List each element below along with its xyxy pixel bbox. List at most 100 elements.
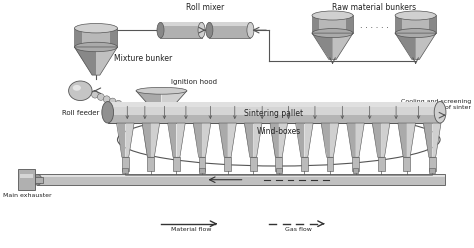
Text: Material flow: Material flow: [171, 227, 211, 232]
Text: Sintering pallet: Sintering pallet: [244, 109, 303, 118]
Polygon shape: [381, 123, 390, 157]
Polygon shape: [304, 123, 313, 157]
Polygon shape: [245, 123, 253, 157]
Bar: [122, 157, 129, 171]
Bar: [20, 174, 34, 178]
Circle shape: [91, 91, 99, 98]
Bar: [108, 102, 440, 107]
Circle shape: [121, 103, 128, 110]
Ellipse shape: [33, 174, 42, 185]
Polygon shape: [321, 123, 330, 157]
Bar: [37, 175, 445, 177]
Polygon shape: [398, 123, 407, 157]
Bar: [250, 157, 256, 171]
Bar: [161, 22, 201, 26]
Bar: [275, 157, 282, 171]
Text: Cooling and screening
of sinter: Cooling and screening of sinter: [401, 99, 471, 110]
Bar: [110, 28, 118, 47]
Ellipse shape: [395, 29, 436, 38]
Bar: [276, 168, 282, 173]
Ellipse shape: [206, 22, 213, 38]
Polygon shape: [162, 91, 187, 108]
Bar: [199, 168, 205, 173]
Bar: [312, 15, 319, 33]
Polygon shape: [142, 123, 151, 157]
Ellipse shape: [198, 22, 205, 38]
Polygon shape: [395, 33, 416, 60]
Bar: [429, 157, 436, 171]
Polygon shape: [432, 123, 441, 157]
Bar: [378, 157, 384, 171]
Bar: [346, 15, 353, 33]
Bar: [74, 28, 118, 47]
Ellipse shape: [74, 42, 118, 52]
Ellipse shape: [136, 87, 187, 94]
Polygon shape: [416, 33, 436, 60]
Polygon shape: [372, 123, 381, 157]
Ellipse shape: [434, 101, 446, 123]
Ellipse shape: [247, 22, 254, 38]
Circle shape: [109, 98, 116, 105]
Polygon shape: [168, 123, 176, 157]
Ellipse shape: [312, 29, 353, 38]
Bar: [224, 157, 231, 171]
Circle shape: [103, 96, 110, 103]
Polygon shape: [253, 123, 262, 157]
Bar: [429, 15, 436, 33]
Bar: [353, 168, 358, 173]
Polygon shape: [333, 33, 353, 60]
Polygon shape: [151, 123, 160, 157]
Bar: [18, 169, 36, 190]
Polygon shape: [96, 47, 118, 75]
Text: Gas flow: Gas flow: [285, 227, 312, 232]
Polygon shape: [202, 123, 211, 157]
Polygon shape: [176, 123, 185, 157]
Polygon shape: [117, 123, 125, 157]
Text: Roll feeder: Roll feeder: [62, 110, 99, 116]
Bar: [403, 157, 410, 171]
Polygon shape: [356, 123, 365, 157]
Text: Roll mixer: Roll mixer: [186, 3, 225, 12]
Ellipse shape: [312, 11, 353, 20]
Polygon shape: [330, 123, 339, 157]
Text: Raw material bunkers: Raw material bunkers: [332, 3, 416, 12]
Polygon shape: [219, 123, 228, 157]
Polygon shape: [346, 123, 356, 157]
Ellipse shape: [69, 81, 92, 100]
Bar: [210, 22, 250, 26]
Polygon shape: [312, 33, 333, 60]
Bar: [147, 157, 155, 171]
Bar: [36, 177, 43, 183]
Polygon shape: [136, 91, 162, 108]
Bar: [327, 157, 333, 171]
Bar: [108, 107, 440, 115]
Polygon shape: [423, 123, 432, 157]
Circle shape: [115, 100, 122, 107]
Bar: [395, 15, 436, 33]
Circle shape: [127, 105, 134, 112]
Bar: [199, 157, 205, 171]
Bar: [210, 22, 250, 38]
Polygon shape: [270, 123, 279, 157]
Polygon shape: [228, 123, 237, 157]
Text: Main exhauster: Main exhauster: [3, 193, 52, 198]
Bar: [122, 168, 128, 173]
Bar: [429, 168, 435, 173]
Ellipse shape: [118, 113, 440, 166]
Bar: [352, 157, 359, 171]
Ellipse shape: [102, 101, 114, 123]
Bar: [301, 157, 308, 171]
Bar: [395, 15, 402, 33]
Polygon shape: [125, 123, 134, 157]
Ellipse shape: [73, 85, 81, 91]
Bar: [108, 101, 440, 123]
Polygon shape: [296, 123, 304, 157]
Text: Ignition hood: Ignition hood: [171, 79, 217, 85]
Bar: [161, 22, 201, 38]
Polygon shape: [407, 123, 416, 157]
Ellipse shape: [157, 22, 164, 38]
Bar: [173, 157, 180, 171]
Polygon shape: [279, 123, 288, 157]
Bar: [74, 28, 82, 47]
Polygon shape: [193, 123, 202, 157]
